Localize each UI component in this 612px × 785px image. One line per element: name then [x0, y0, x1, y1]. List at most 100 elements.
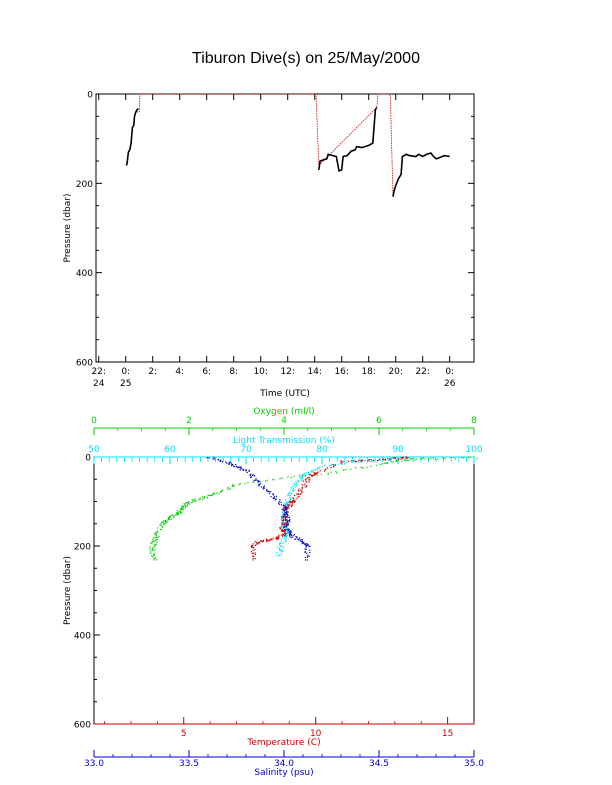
oxygen-point: [150, 550, 152, 552]
temperature-point: [334, 464, 336, 466]
temperature-point: [302, 480, 304, 482]
temperature-point: [291, 505, 293, 507]
temperature-point: [256, 543, 258, 545]
light-profile: [275, 456, 414, 557]
light-point: [275, 555, 277, 557]
salinity-point: [306, 559, 308, 561]
light-point: [280, 541, 282, 543]
oxygen-tick-label: 4: [281, 416, 287, 426]
temperature-point: [312, 475, 314, 477]
temperature-point: [286, 515, 288, 518]
light-point: [389, 457, 391, 459]
oxygen-point: [442, 457, 444, 459]
salinity-point: [225, 461, 227, 463]
light-point: [344, 463, 346, 465]
light-point: [301, 477, 303, 479]
salinity-point: [221, 461, 224, 463]
light-point: [352, 460, 354, 463]
oxygen-point: [182, 505, 184, 507]
salinity-point: [283, 526, 285, 528]
oxygen-point: [179, 510, 181, 512]
light-point: [310, 470, 313, 472]
oxygen-point: [176, 512, 179, 515]
salinity-axis-title: Salinity (psu): [254, 768, 313, 778]
salinity-point: [297, 539, 299, 541]
oxygen-point: [154, 540, 156, 542]
oxygen-point: [366, 466, 368, 468]
light-point: [284, 536, 286, 538]
oxygen-point: [166, 520, 168, 522]
oxygen-point: [161, 521, 163, 523]
oxygen-point: [156, 536, 158, 538]
oxygen-point: [153, 559, 155, 561]
temperature-point: [254, 544, 256, 546]
salinity-point: [306, 543, 308, 545]
temperature-point: [252, 559, 254, 561]
salinity-point: [295, 538, 297, 540]
temperature-point: [251, 544, 253, 546]
light-point: [316, 468, 318, 471]
oxygen-point: [266, 479, 268, 481]
oxygen-point: [155, 533, 157, 535]
temperature-point: [284, 534, 287, 536]
light-point: [303, 474, 305, 476]
oxygen-point: [184, 504, 186, 506]
x-tick-label: 14:: [307, 367, 321, 377]
temperature-point: [293, 499, 295, 501]
oxygen-point: [159, 524, 161, 526]
temperature-point: [306, 481, 308, 483]
x-tick-label: 12:: [280, 367, 294, 377]
light-point: [310, 471, 313, 473]
temperature-point: [367, 460, 369, 462]
y-tick-label: 0: [87, 91, 93, 101]
temperature-point: [284, 506, 286, 509]
temperature-point: [305, 486, 307, 488]
light-point: [292, 485, 294, 487]
salinity-point: [231, 463, 233, 465]
light-point: [407, 456, 409, 458]
light-point: [288, 500, 290, 502]
salinity-point: [306, 552, 308, 554]
temperature-point: [406, 457, 408, 459]
oxygen-point: [450, 457, 452, 459]
y-tick-label: 0: [85, 454, 91, 464]
temperature-point: [258, 541, 260, 544]
light-point: [285, 538, 287, 540]
light-point: [282, 515, 284, 517]
oxygen-point: [316, 474, 318, 476]
oxygen-point: [187, 501, 189, 503]
oxygen-point: [391, 461, 393, 463]
temperature-point: [298, 490, 300, 492]
light-point: [282, 521, 284, 523]
temperature-point: [319, 470, 321, 472]
temperature-point: [303, 484, 305, 486]
temperature-point: [275, 537, 277, 539]
oxygen-point: [168, 516, 170, 518]
salinity-point: [304, 550, 306, 553]
salinity-point: [268, 492, 270, 494]
light-point: [283, 538, 285, 540]
x-tick-sublabel: 26: [444, 379, 456, 389]
salinity-point: [240, 468, 242, 470]
x-tick-label: 4:: [175, 367, 184, 377]
salinity-point: [286, 507, 288, 509]
temperature-point: [377, 459, 380, 461]
temperature-point: [292, 504, 294, 506]
temperature-point: [297, 493, 299, 495]
temperature-point: [332, 464, 334, 466]
oxygen-point: [188, 501, 190, 503]
temperature-point: [254, 541, 256, 543]
temperature-point: [361, 459, 363, 461]
temperature-point: [402, 456, 405, 458]
light-point: [404, 458, 406, 460]
oxygen-point: [301, 474, 303, 476]
oxygen-point: [184, 505, 186, 507]
light-point: [286, 509, 288, 512]
light-point: [287, 495, 289, 497]
temperature-point: [294, 494, 296, 496]
oxygen-point: [176, 514, 178, 516]
temperature-point: [341, 460, 343, 462]
temperature-point: [385, 459, 387, 461]
salinity-point: [275, 495, 277, 497]
